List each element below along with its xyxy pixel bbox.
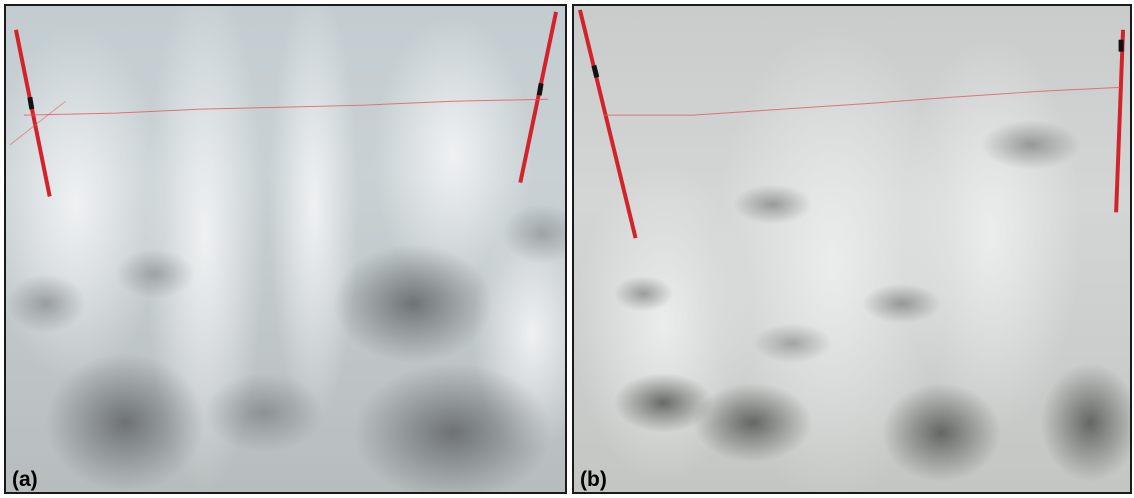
stake-left-a (13, 29, 52, 197)
stake-right-a (518, 11, 559, 183)
ice-surface-photo-b (574, 6, 1130, 492)
stake-left-b (578, 9, 638, 239)
stake-right-b (1114, 29, 1126, 213)
panel-label-b: (b) (580, 468, 607, 491)
photo-panel-a: (a) (4, 4, 567, 494)
photo-panel-b: (b) (572, 4, 1132, 494)
panel-label-a: (a) (12, 468, 38, 491)
ice-surface-photo-a (6, 6, 565, 492)
